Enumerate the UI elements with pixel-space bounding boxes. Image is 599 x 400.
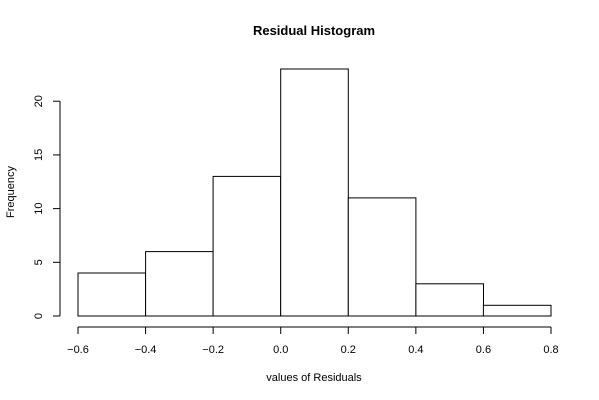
histogram-bar <box>415 283 484 317</box>
x-tick-label: 0.6 <box>476 344 491 356</box>
x-tick-label: 0.2 <box>341 344 356 356</box>
x-tick-label: 0.0 <box>273 344 288 356</box>
x-axis: −0.6 −0.4 −0.2 0.0 0.2 0.4 0.6 0.8 <box>67 326 559 356</box>
y-tick-label: 15 <box>33 149 45 161</box>
bars-group <box>77 68 552 317</box>
x-tick-label: 0.4 <box>408 344 423 356</box>
histogram-bar <box>482 304 552 317</box>
x-tick-label: −0.6 <box>67 344 89 356</box>
x-tick-label: 0.8 <box>543 344 558 356</box>
histogram-bar <box>77 272 147 317</box>
histogram-bar <box>280 68 349 317</box>
chart-title: Residual Histogram <box>253 23 375 38</box>
y-tick-label: 10 <box>33 202 45 214</box>
x-axis-label: values of Residuals <box>266 372 362 384</box>
y-tick-label: 0 <box>33 313 45 319</box>
histogram-bar <box>212 175 282 317</box>
histogram-bar <box>347 197 417 317</box>
y-axis: 0 5 10 15 20 <box>33 95 61 319</box>
x-tick-label: −0.2 <box>202 344 224 356</box>
y-tick-label: 20 <box>33 95 45 107</box>
x-tick-label: −0.4 <box>135 344 157 356</box>
y-tick-label: 5 <box>33 259 45 265</box>
histogram-bar <box>145 251 214 317</box>
y-axis-label: Frequency <box>5 166 17 218</box>
